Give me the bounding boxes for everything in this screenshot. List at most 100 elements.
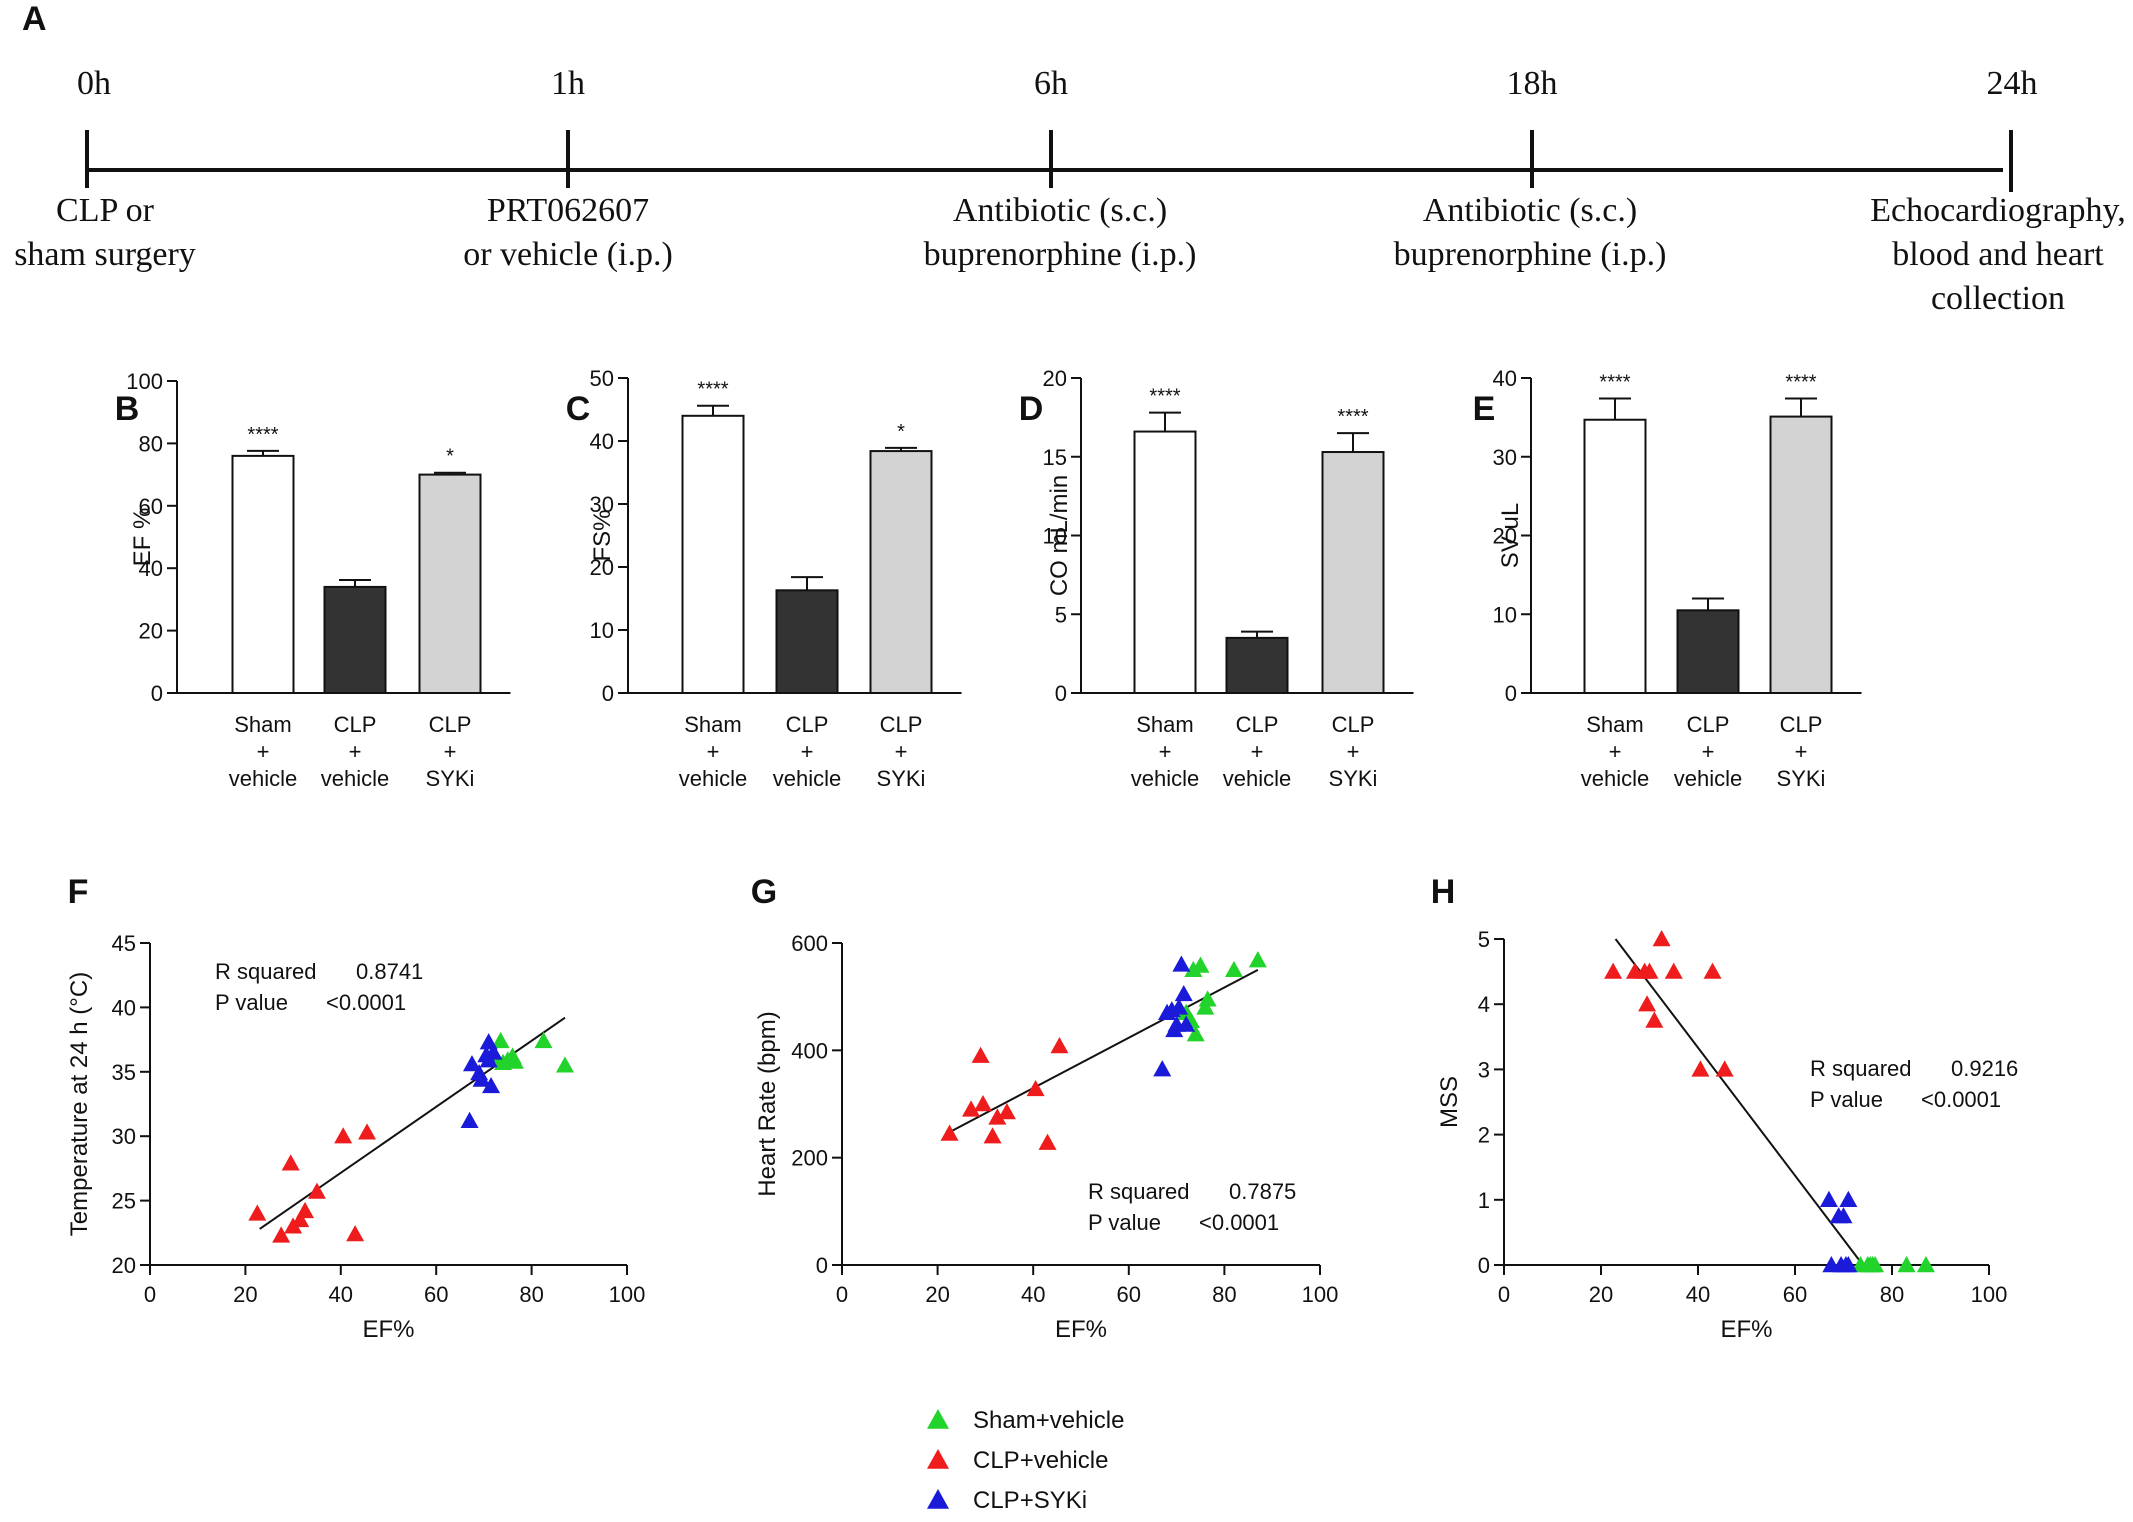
x-tick-label: CLP — [1687, 712, 1730, 737]
data-point — [1839, 1256, 1858, 1273]
y-tick-label: 40 — [112, 995, 136, 1020]
y-axis-label: CO mL/min — [1046, 475, 1073, 596]
data-point — [1897, 1256, 1916, 1273]
x-tick-label: + — [444, 739, 457, 764]
x-tick-label: 0 — [836, 1282, 848, 1307]
y-tick-label: 4 — [1478, 992, 1490, 1017]
y-axis-label: Heart Rate (bpm) — [754, 1011, 781, 1196]
y-tick-label: 5 — [1478, 927, 1490, 952]
legend-label: CLP+SYKi — [973, 1487, 1087, 1514]
y-axis-label: SV uL — [1497, 503, 1524, 568]
x-tick-label: vehicle — [1223, 766, 1291, 791]
data-point — [962, 1100, 981, 1117]
x-tick-label: 80 — [1212, 1282, 1236, 1307]
bar-chart-C: C01020304050FS%****Sham+vehicleCLP+vehic… — [566, 366, 962, 791]
data-point — [291, 1210, 310, 1228]
x-tick-label: 80 — [1880, 1282, 1904, 1307]
x-tick-label: 60 — [1783, 1282, 1807, 1307]
x-tick-label: Sham — [684, 712, 741, 737]
bar — [1133, 430, 1197, 694]
data-point — [1050, 1037, 1069, 1054]
y-tick-label: 30 — [112, 1124, 136, 1149]
timeline-panel: A 0h CLP or sham surgery 1h PRT062607 or vehic… — [14, 0, 2126, 317]
x-tick-label: + — [1347, 739, 1360, 764]
x-axis-label: EF% — [1720, 1316, 1772, 1343]
x-tick-label: 20 — [233, 1282, 257, 1307]
significance-label: **** — [1149, 386, 1180, 408]
panel-label-H: H — [1431, 873, 1456, 911]
y-tick-label: 40 — [1493, 366, 1517, 391]
x-tick-label: CLP — [334, 712, 377, 737]
x-tick-label: vehicle — [773, 766, 841, 791]
data-point — [1604, 962, 1623, 979]
data-point — [1834, 1207, 1853, 1224]
data-point — [1038, 1133, 1057, 1150]
data-point — [1640, 962, 1659, 979]
x-tick-label: 60 — [424, 1282, 448, 1307]
data-point — [493, 1053, 512, 1070]
data-point — [1645, 1011, 1664, 1028]
x-tick-label: vehicle — [229, 766, 297, 791]
data-point — [1191, 956, 1210, 973]
y-tick-label: 30 — [1493, 445, 1517, 470]
x-tick-label: 100 — [1971, 1282, 2008, 1307]
data-point — [1248, 951, 1267, 968]
regression-line — [951, 968, 1259, 1132]
timeline-time-label: 0h — [77, 65, 111, 102]
data-point — [971, 1046, 990, 1063]
x-tick-label: CLP — [429, 712, 472, 737]
data-point — [1652, 930, 1671, 947]
x-tick-label: 80 — [519, 1282, 543, 1307]
y-tick-label: 10 — [1043, 524, 1067, 549]
data-point — [534, 1031, 553, 1049]
y-tick-label: 3 — [1478, 1057, 1490, 1082]
significance-label: **** — [1785, 371, 1816, 393]
timeline-event-label: Antibiotic (s.c.) — [953, 192, 1167, 229]
x-tick-label: CLP — [1780, 712, 1823, 737]
x-tick-label: + — [1702, 739, 1715, 764]
data-point — [472, 1070, 491, 1087]
r-squared-label: R squared — [1810, 1056, 1912, 1081]
data-point — [1172, 955, 1191, 972]
y-tick-label: 35 — [112, 1060, 136, 1085]
data-point — [940, 1124, 959, 1141]
x-tick-label: CLP — [880, 712, 923, 737]
y-axis-label: EF % — [129, 508, 156, 567]
x-tick-label: 100 — [609, 1282, 646, 1307]
timeline-event-label: buprenorphine (i.p.) — [1394, 236, 1667, 273]
y-axis-label: MSS — [1436, 1076, 1463, 1128]
timeline-event-label: blood and heart — [1892, 236, 2104, 273]
data-point — [307, 1182, 326, 1199]
bar — [869, 450, 933, 694]
panel-label-F: F — [68, 873, 89, 911]
data-point — [358, 1123, 377, 1140]
x-tick-label: Sham — [1136, 712, 1193, 737]
x-tick-label: 40 — [1686, 1282, 1710, 1307]
r-squared-label: R squared — [215, 959, 317, 984]
y-tick-label: 5 — [1055, 602, 1067, 627]
x-tick-label: Sham — [1586, 712, 1643, 737]
data-point — [462, 1055, 481, 1072]
x-tick-label: 20 — [1589, 1282, 1613, 1307]
data-point — [334, 1127, 353, 1144]
y-tick-label: 0 — [816, 1253, 828, 1278]
data-point — [1174, 984, 1193, 1002]
y-tick-label: 50 — [590, 366, 614, 391]
x-tick-label: vehicle — [321, 766, 389, 791]
x-tick-label: 100 — [1302, 1282, 1339, 1307]
y-tick-label: 0 — [1478, 1253, 1490, 1278]
x-tick-label: 40 — [1021, 1282, 1045, 1307]
data-point — [248, 1204, 267, 1221]
p-value-value: <0.0001 — [326, 990, 406, 1015]
significance-label: **** — [247, 424, 278, 446]
data-point — [1664, 962, 1683, 979]
y-tick-label: 40 — [139, 556, 163, 581]
data-point — [1186, 1025, 1205, 1042]
y-tick-label: 400 — [791, 1038, 828, 1063]
x-axis-label: EF% — [362, 1316, 414, 1343]
timeline-event-label: Echocardiography, — [1870, 192, 2126, 229]
timeline-event-label: sham surgery — [14, 236, 196, 273]
y-tick-label: 100 — [126, 369, 163, 394]
